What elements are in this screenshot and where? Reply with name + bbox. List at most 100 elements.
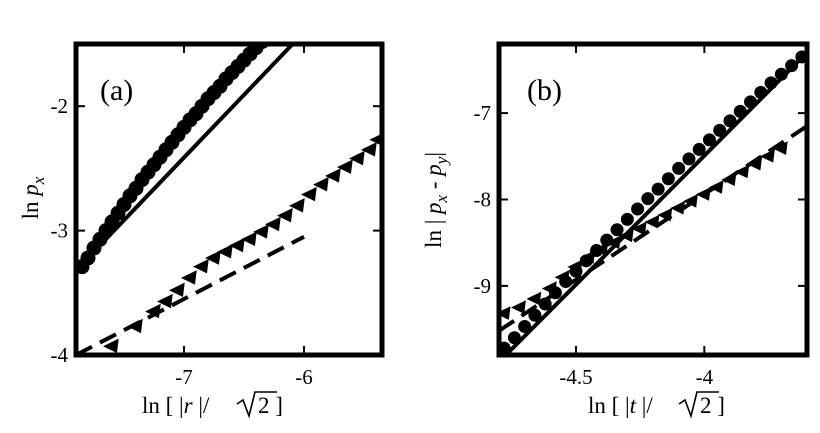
circle-point-b	[507, 331, 521, 345]
triangle-point-a	[301, 186, 317, 202]
circle-point-b	[499, 341, 511, 355]
circle-point-b	[620, 212, 634, 226]
circle-point-b	[713, 123, 727, 137]
y-tick-label-a: -3	[51, 219, 69, 243]
triangle-point-a	[145, 303, 161, 319]
triangle-point-b	[541, 281, 557, 295]
triangle-point-b	[567, 259, 583, 274]
circle-point-b	[610, 223, 624, 237]
circle-point-b	[682, 152, 696, 166]
triangle-point-a	[169, 282, 185, 298]
circle-point-a	[279, 9, 294, 24]
triangle-point-b	[580, 250, 596, 264]
ticks-b: -4.5 -4 -9 -8 -7	[474, 44, 807, 389]
triangle-point-b	[760, 149, 775, 163]
x-axis-label-a: ln [ |r |/ 2 ]	[142, 391, 283, 419]
triangle-point-a	[157, 293, 173, 309]
y-axis-label-b: ln | px - py|	[421, 152, 451, 248]
circle-point-b	[631, 202, 645, 216]
y-tick-label-b: -9	[474, 274, 492, 298]
triangle-point-a	[313, 176, 329, 192]
circle-point-b	[723, 114, 737, 128]
panel-a: -7 -6 -4 -3 -2 (a) ln px ln [ |r |/ 2 ]	[18, 3, 385, 419]
triangle-point-b	[606, 235, 621, 250]
triangle-point-b	[695, 187, 711, 201]
y-tick-label-b: -7	[474, 101, 492, 125]
x-tick-label-b: -4	[696, 365, 714, 389]
triangle-point-a	[289, 198, 305, 213]
circle-point-b	[785, 59, 799, 73]
circle-point-a	[261, 28, 276, 43]
circle-point-b	[641, 192, 655, 206]
triangle-point-a	[337, 159, 353, 174]
triangle-point-b	[644, 214, 660, 229]
frame-a	[73, 41, 385, 358]
triangle-point-a	[193, 259, 209, 274]
triangle-point-b	[734, 164, 750, 179]
svg-text:2 ]: 2 ]	[258, 393, 283, 418]
triangle-point-a	[127, 318, 143, 334]
triangle-point-b	[593, 242, 609, 256]
circle-point-a	[285, 3, 300, 18]
triangle-point-b	[708, 180, 724, 194]
triangle-point-a	[277, 208, 293, 223]
triangle-point-a	[103, 338, 119, 354]
triangle-point-b	[554, 270, 570, 284]
circle-point-b	[754, 85, 768, 99]
triangle-point-b	[631, 221, 647, 236]
circle-point-b	[774, 67, 788, 81]
x-tick-label-b: -4.5	[559, 365, 592, 389]
panel-label-a: (a)	[100, 74, 133, 107]
triangle-point-a	[229, 237, 245, 253]
triangle-point-a	[325, 168, 341, 183]
dashed-fit-line-a	[76, 235, 305, 355]
circle-point-b	[528, 308, 542, 322]
triangle-point-b	[511, 300, 526, 314]
circle-point-a	[267, 22, 282, 37]
triangle-point-a	[181, 270, 197, 285]
panel-label-b: (b)	[527, 74, 562, 107]
plot-area-b	[499, 50, 807, 355]
circle-point-b	[651, 182, 665, 196]
circle-point-b	[795, 50, 807, 64]
triangle-point-a	[349, 150, 365, 166]
circle-point-b	[702, 133, 716, 147]
triangle-point-b	[772, 141, 788, 155]
triangle-point-b	[499, 306, 511, 320]
triangle-point-b	[657, 207, 673, 222]
triangle-point-b	[747, 156, 763, 171]
y-tick-label-a: -4	[51, 343, 69, 367]
circle-point-b	[538, 297, 552, 311]
svg-text:2 ]: 2 ]	[700, 393, 725, 418]
x-tick-label-a: -6	[295, 365, 313, 389]
y-axis-label-a: ln px	[18, 176, 48, 219]
circle-point-b	[733, 104, 747, 118]
circle-point-b	[744, 95, 758, 109]
triangle-point-a	[265, 216, 281, 232]
triangle-point-b	[526, 291, 542, 306]
triangle-point-a	[217, 244, 233, 259]
triangle-point-a	[361, 142, 377, 157]
plot-area-a	[76, 3, 382, 355]
triangle-point-a	[369, 133, 382, 146]
triangle-point-a	[205, 250, 221, 265]
triangle-point-b	[721, 172, 737, 187]
circle-point-b	[661, 172, 675, 186]
solid-fit-line-a	[76, 44, 296, 274]
triangle-point-a	[241, 231, 257, 247]
panel-b: -4.5 -4 -9 -8 -7 (b) ln | px - py| ln [ |t |…	[421, 41, 810, 419]
circle-point-a	[273, 15, 288, 30]
circle-point-b	[692, 142, 706, 156]
circle-point-b	[764, 76, 778, 90]
frame-b	[496, 41, 810, 358]
svg-text:ln [ |r |/: ln [ |r |/	[142, 393, 210, 418]
x-tick-label-a: -7	[175, 365, 193, 389]
triangle-point-b	[618, 228, 634, 243]
circle-point-b	[672, 161, 686, 175]
x-axis-label-b: ln [ |t |/ 2 ]	[588, 391, 725, 419]
y-tick-label-b: -8	[474, 188, 492, 212]
triangle-point-b	[683, 194, 698, 208]
svg-text:ln [ |t |/: ln [ |t |/	[588, 393, 653, 418]
triangle-point-b	[670, 200, 686, 215]
triangle-point-a	[253, 224, 269, 239]
